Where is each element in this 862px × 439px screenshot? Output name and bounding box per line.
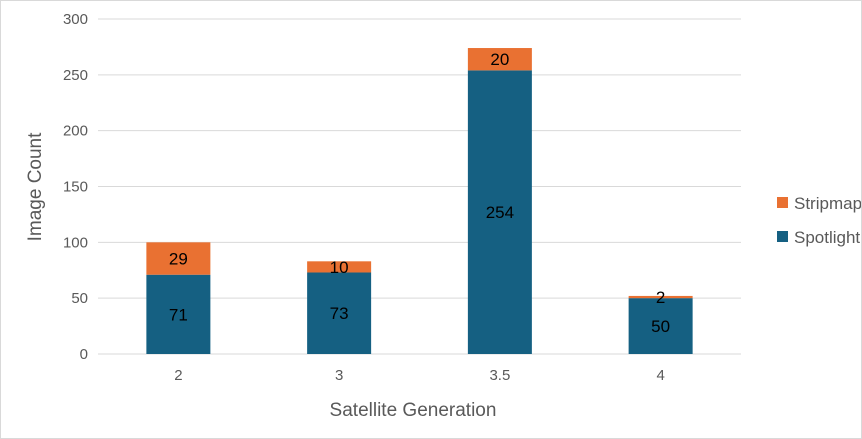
bar-stripmap [467,48,532,71]
y-tick-label: 0 [80,346,88,363]
y-axis-label: Image Count [25,132,46,242]
data-label: 50 [651,317,670,336]
legend-label: Spotlight [794,228,860,247]
x-tick-label: 4 [656,367,664,384]
x-tick-label: 3 [335,367,343,384]
y-tick-label: 300 [63,11,88,28]
bar-spotlight [146,274,211,354]
data-label: 29 [169,250,188,269]
y-tick-label: 50 [71,290,88,307]
data-label: 71 [169,305,188,324]
x-axis-label: Satellite Generation [330,400,497,421]
y-tick-label: 200 [63,123,88,140]
data-label: 20 [490,50,509,69]
data-label: 73 [330,304,349,323]
x-tick-label: 2 [174,367,182,384]
y-tick-label: 150 [63,179,88,196]
y-tick-label: 100 [63,234,88,251]
legend-label: Stripmap [794,194,862,213]
bar-spotlight [467,70,532,354]
bar-stripmap [628,295,693,299]
bar-spotlight [628,298,693,354]
bar-stripmap [146,242,211,275]
legend-swatch [777,231,788,242]
x-tick-label: 3.5 [489,367,510,384]
y-tick-label: 250 [63,67,88,84]
bar-stripmap [307,261,372,273]
legend-swatch [777,197,788,208]
data-label: 10 [330,258,349,277]
bar-spotlight [307,272,372,354]
data-label: 2 [656,288,665,307]
data-label: 254 [486,203,514,222]
